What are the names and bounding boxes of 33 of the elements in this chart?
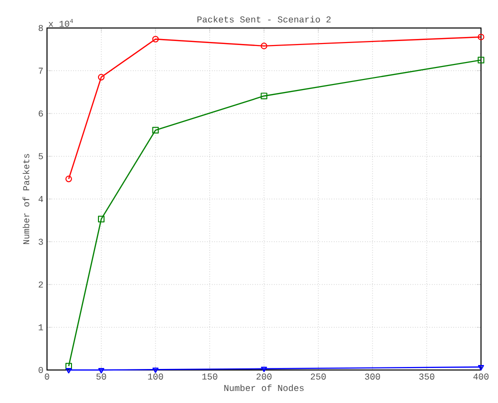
x-tick-label: 250: [310, 374, 326, 380]
point: [152, 36, 159, 42]
chart-title: Packets Sent - Scenario 2: [197, 16, 331, 22]
point: [98, 216, 105, 222]
x-tick-label: 150: [202, 374, 218, 380]
y-tick-label: 5: [38, 153, 43, 160]
x-tick-label: 400: [473, 374, 489, 380]
y-axis-title: Number of Packets: [22, 154, 30, 244]
point: [260, 92, 268, 100]
point: [152, 126, 159, 134]
point: [98, 368, 104, 374]
x-tick-label: 300: [365, 374, 380, 380]
x-tick-label: 0: [44, 374, 50, 380]
y-tick-label: 8: [38, 24, 43, 32]
point: [65, 362, 72, 370]
y-tick-label: 6: [38, 110, 43, 117]
x-tick-label: 350: [419, 374, 434, 380]
point: [260, 366, 268, 372]
y-tick-label: 4: [38, 196, 44, 202]
point: [152, 368, 159, 373]
point: [478, 56, 484, 64]
y-tick-label: 0: [38, 366, 43, 374]
y-tick-label: 3: [38, 238, 43, 245]
y-tick-label: 1: [38, 324, 44, 330]
x-tick-label: 50: [96, 374, 106, 380]
x-tick-label: 100: [148, 374, 164, 380]
x-tick-label: 200: [256, 374, 272, 380]
y-tick-label: 2: [38, 282, 43, 288]
x-axis-title: Number of Nodes: [224, 384, 304, 392]
point: [260, 42, 268, 50]
point: [98, 74, 105, 80]
text: x 10$^{4}$: [48, 18, 74, 27]
y-tick-label: 7: [38, 68, 43, 74]
